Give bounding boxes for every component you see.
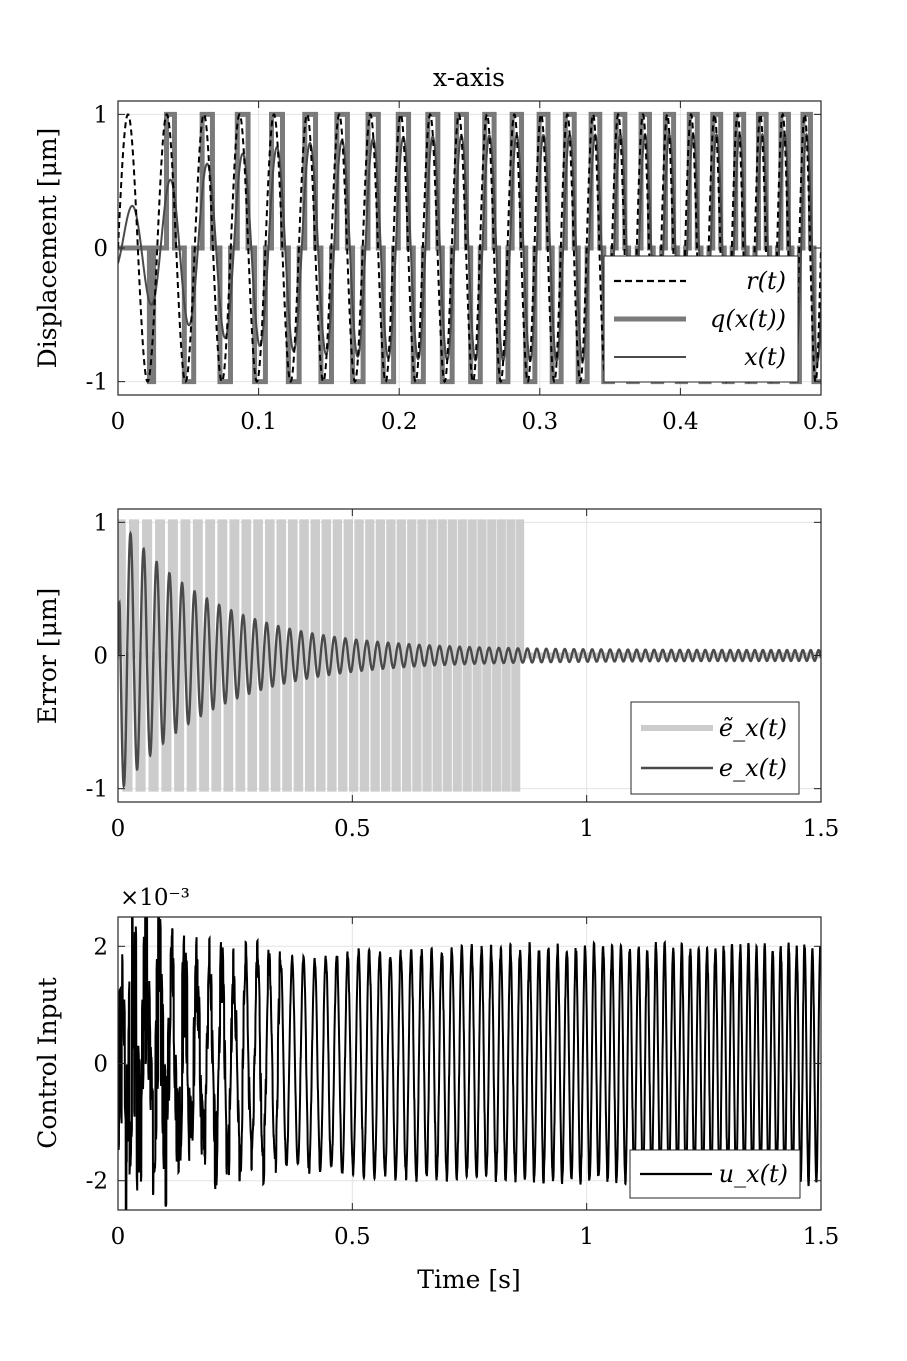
y-multiplier: ×10⁻³ (120, 885, 190, 911)
axes-frame (117, 916, 822, 1211)
displacement-panel: x-axis 0 0.1 0.2 0.3 0.4 0.5-101 r(t)q(x(t))x… (33, 63, 839, 435)
x-axis-label: Time [s] (417, 1265, 520, 1294)
x-tick-label: 1.5 (803, 1224, 840, 1250)
legend: ẽ_x(t) e_x(t) (630, 701, 800, 795)
y-axis-label: Error [μm] (33, 588, 62, 725)
y-axis-label: Control Input (33, 977, 62, 1148)
series-e-tilde-x (118, 519, 821, 792)
axes-frame (117, 508, 822, 803)
legend-box (630, 701, 800, 795)
x-tick-label: 0 (111, 1224, 126, 1250)
x-tick-label: 0 (111, 409, 126, 435)
y-tick-label: -1 (86, 370, 108, 396)
y-tick-label: 0 (93, 1052, 108, 1078)
x-tick-label: 1 (579, 816, 594, 842)
legend-label: q(x(t)) (710, 305, 786, 333)
y-tick-label: 0 (93, 236, 108, 262)
axes-frame (117, 100, 822, 396)
y-axis-label: Displacement [μm] (33, 128, 62, 369)
legend-label: e_x(t) (719, 754, 787, 782)
y-tick-label: -2 (86, 1169, 108, 1195)
y-tick-label: 1 (93, 510, 108, 536)
x-tick-label: 0.4 (662, 409, 699, 435)
legend-label: x(t) (744, 343, 786, 371)
legend-label: r(t) (746, 267, 786, 295)
x-tick-label: 0.5 (803, 409, 840, 435)
y-tick-label: 1 (93, 102, 108, 128)
x-tick-label: 1 (579, 1224, 594, 1250)
x-tick-label: 0.2 (381, 409, 418, 435)
legend-box (629, 1149, 801, 1199)
y-tick-label: 0 (93, 644, 108, 670)
control-input-panel: ×10⁻³ 0 0.5 1 1.5-202 u_x(t) Control Input … (33, 885, 839, 1294)
error-panel: 0 0.5 1 1.5-101 ẽ_x(t)e_x(t) Error [μm] (33, 508, 840, 842)
panel-title: x-axis (433, 63, 505, 92)
legend: r(t) q(x(t)) x(t) (603, 255, 799, 383)
x-tick-label: 0.5 (334, 1224, 371, 1250)
x-tick-label: 0.5 (334, 816, 371, 842)
x-tick-label: 0.1 (240, 409, 277, 435)
x-tick-label: 1.5 (803, 816, 840, 842)
legend: u_x(t) (629, 1149, 801, 1199)
x-tick-label: 0 (111, 816, 126, 842)
legend-label: u_x(t) (719, 1160, 788, 1188)
x-tick-label: 0.3 (522, 409, 559, 435)
y-tick-label: -1 (86, 777, 108, 803)
series-e-x (118, 530, 821, 789)
y-tick-label: 2 (93, 934, 108, 960)
legend-label: ẽ_x(t) (719, 714, 787, 742)
